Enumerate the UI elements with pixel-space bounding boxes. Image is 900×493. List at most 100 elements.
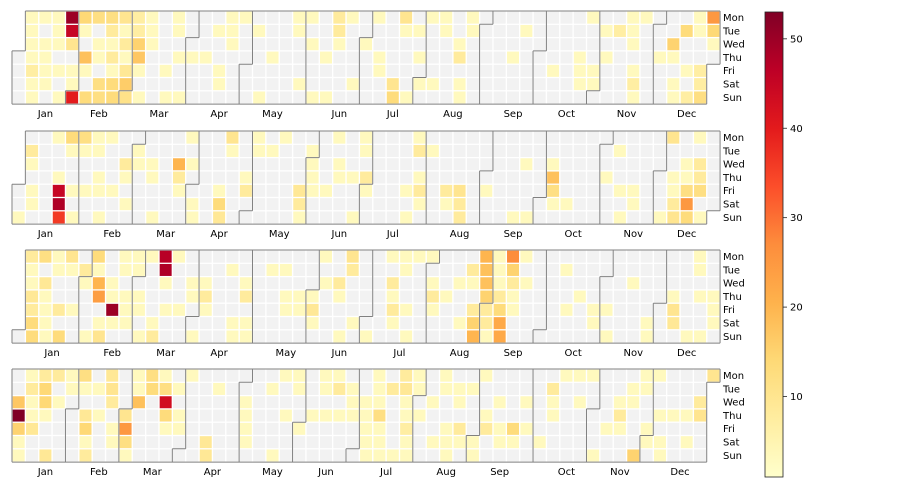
day-cell (480, 51, 493, 64)
day-cell (386, 144, 399, 157)
day-cell (279, 64, 292, 77)
day-cell (66, 436, 79, 449)
day-cell (266, 158, 279, 171)
day-cell (560, 171, 573, 184)
day-cell (266, 250, 279, 263)
day-cell (360, 436, 373, 449)
day-cell (640, 64, 653, 77)
day-cell (39, 250, 52, 263)
day-cell (507, 396, 520, 409)
day-cell (293, 330, 306, 343)
day-cell (52, 51, 65, 64)
day-cell (119, 250, 132, 263)
day-cell (92, 24, 105, 37)
day-cell (106, 250, 119, 263)
day-cell (26, 78, 39, 91)
day-cell (346, 91, 359, 104)
day-cell (480, 144, 493, 157)
day-cell (92, 64, 105, 77)
day-cell (52, 449, 65, 462)
day-cell (653, 449, 666, 462)
day-cell (560, 158, 573, 171)
day-cell (386, 91, 399, 104)
day-cell (319, 91, 332, 104)
day-cell (52, 382, 65, 395)
day-cell (360, 317, 373, 330)
day-cell (613, 38, 626, 51)
day-cell (694, 64, 707, 77)
day-cell (426, 171, 439, 184)
day-cell (266, 38, 279, 51)
day-cell (507, 198, 520, 211)
day-cell (159, 250, 172, 263)
day-cell (39, 11, 52, 24)
day-cell (346, 51, 359, 64)
day-cell (680, 330, 693, 343)
day-cell (226, 409, 239, 422)
day-cell (680, 51, 693, 64)
day-cell (79, 290, 92, 303)
day-cell (319, 277, 332, 290)
day-cell (547, 382, 560, 395)
day-cell (173, 184, 186, 197)
day-cell (533, 184, 546, 197)
day-cell (493, 131, 506, 144)
day-cell (453, 144, 466, 157)
day-cell (279, 263, 292, 276)
day-cell (186, 317, 199, 330)
day-cell (533, 211, 546, 224)
day-cell (507, 78, 520, 91)
day-cell (279, 131, 292, 144)
day-cell (533, 409, 546, 422)
day-cell (493, 330, 506, 343)
day-cell (507, 369, 520, 382)
day-cell (26, 131, 39, 144)
day-cell (493, 144, 506, 157)
day-cell (173, 171, 186, 184)
day-cell (173, 91, 186, 104)
day-cell (159, 91, 172, 104)
day-cell (253, 369, 266, 382)
day-cell (226, 330, 239, 343)
day-cell (293, 171, 306, 184)
day-cell (119, 144, 132, 157)
day-cell (173, 396, 186, 409)
day-cell (573, 38, 586, 51)
day-cell (627, 409, 640, 422)
day-cell (52, 171, 65, 184)
day-cell (573, 449, 586, 462)
day-cell (52, 317, 65, 330)
day-cell (319, 64, 332, 77)
day-cell (360, 277, 373, 290)
day-cell (587, 449, 600, 462)
day-cell (507, 131, 520, 144)
day-cell (667, 409, 680, 422)
day-cell (319, 24, 332, 37)
day-cell (600, 64, 613, 77)
day-cell (132, 131, 145, 144)
day-cell (306, 144, 319, 157)
day-cell (613, 131, 626, 144)
colorbar-tick-label: 10 (790, 392, 803, 403)
day-cell (493, 11, 506, 24)
day-cell (533, 303, 546, 316)
day-cell (333, 11, 346, 24)
day-cell (159, 64, 172, 77)
day-cell (466, 396, 479, 409)
day-cell (132, 382, 145, 395)
day-cell (173, 409, 186, 422)
day-cell (520, 24, 533, 37)
day-cell (79, 396, 92, 409)
day-cell (146, 11, 159, 24)
day-cell (79, 131, 92, 144)
day-cell (26, 198, 39, 211)
month-label: Mar (150, 109, 170, 120)
day-cell (239, 369, 252, 382)
day-cell (600, 369, 613, 382)
day-cell (507, 24, 520, 37)
day-cell (480, 396, 493, 409)
day-cell (199, 184, 212, 197)
day-cell (199, 250, 212, 263)
day-cell (707, 250, 720, 263)
day-cell (653, 290, 666, 303)
